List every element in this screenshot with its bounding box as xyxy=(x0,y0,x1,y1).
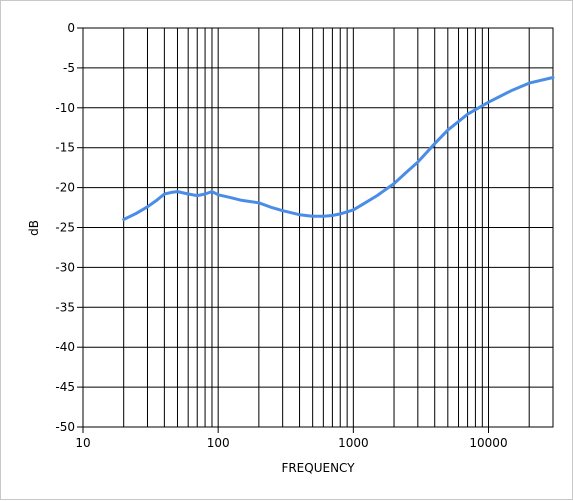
y-tick-label: -30 xyxy=(55,260,75,274)
y-tick-label: -35 xyxy=(55,300,75,314)
series-line xyxy=(122,76,555,221)
y-tick-label: -50 xyxy=(55,420,75,434)
x-axis-title: FREQUENCY xyxy=(281,461,355,475)
plot-border xyxy=(82,27,554,428)
y-axis-title: dB xyxy=(27,220,41,236)
x-tick-label: 10 xyxy=(75,436,90,450)
axes xyxy=(77,27,554,433)
grid-lines xyxy=(82,27,554,428)
y-tick-label: -45 xyxy=(55,380,75,394)
y-tick-label: -40 xyxy=(55,340,75,354)
x-tick-label: 1000 xyxy=(338,436,369,450)
y-tick-label: -5 xyxy=(63,61,75,75)
y-tick-label: -10 xyxy=(55,101,75,115)
x-tick-label: 10000 xyxy=(469,436,507,450)
y-tick-label: -15 xyxy=(55,141,75,155)
y-tick-label: -25 xyxy=(55,221,75,235)
y-tick-label: -20 xyxy=(55,181,75,195)
series-layer xyxy=(122,76,555,221)
y-tick-label: 0 xyxy=(67,21,75,35)
x-tick-label: 100 xyxy=(207,436,230,450)
